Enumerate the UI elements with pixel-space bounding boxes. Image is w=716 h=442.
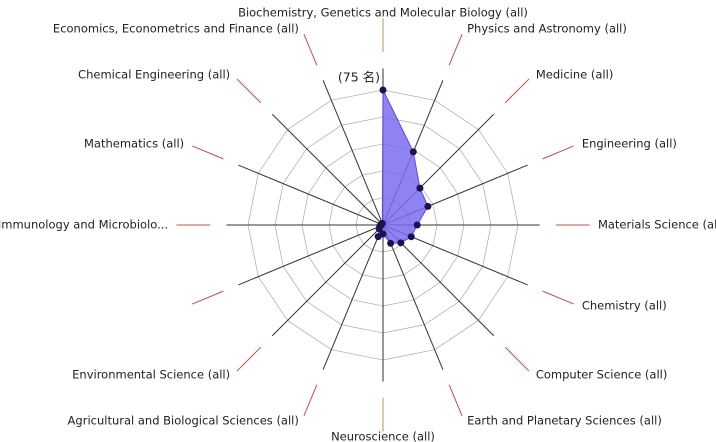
axis-label: Materials Science (all) xyxy=(598,218,716,232)
data-point xyxy=(413,221,421,229)
leader-line xyxy=(236,346,262,372)
leader-line xyxy=(236,78,262,104)
leader-line xyxy=(504,346,530,372)
data-point xyxy=(424,202,432,210)
leader-line xyxy=(303,33,318,66)
spoke xyxy=(271,113,384,226)
axis-label: Medicine (all) xyxy=(536,68,613,82)
data-point xyxy=(407,233,415,241)
axis-label: Economics, Econometrics and Finance (all… xyxy=(53,22,299,36)
axis-label: Chemical Engineering (all) xyxy=(78,68,230,82)
spoke xyxy=(238,164,384,226)
area xyxy=(377,89,429,244)
leader-line xyxy=(191,145,224,160)
axis-label: Biochemistry, Genetics and Molecular Bio… xyxy=(238,6,528,20)
axis-label: Engineering (all) xyxy=(582,136,677,150)
axis-label: Mathematics (all) xyxy=(84,136,184,150)
data-point xyxy=(378,219,386,227)
spoke xyxy=(382,224,444,370)
leader-line xyxy=(504,78,530,104)
leader-line xyxy=(303,384,318,417)
data-point xyxy=(387,239,395,247)
leader-line xyxy=(191,290,224,305)
r-tick-label: (75 名) xyxy=(338,70,380,85)
leader-line xyxy=(448,33,463,66)
axis-label: Agricultural and Biological Sciences (al… xyxy=(68,413,299,427)
axis-label: Computer Science (all) xyxy=(536,367,667,381)
axis-label: Earth and Planetary Sciences (all) xyxy=(467,413,662,427)
axis-label: Environmental Science (all) xyxy=(72,367,230,381)
axis-label: Physics and Astronomy (all) xyxy=(467,22,627,36)
spoke xyxy=(322,224,384,370)
leader-line xyxy=(542,290,575,305)
data-point xyxy=(379,86,387,94)
data-point xyxy=(409,148,417,156)
leader-line xyxy=(542,145,575,160)
spoke xyxy=(322,80,384,226)
axis-label: Immunology and Microbiolo... xyxy=(0,218,168,232)
data-point xyxy=(374,233,382,241)
data-point xyxy=(416,184,424,192)
spoke xyxy=(238,224,384,286)
axis-label: Neuroscience (all) xyxy=(331,429,435,442)
data-point xyxy=(397,239,405,247)
axis-label: Chemistry (all) xyxy=(582,299,667,313)
leader-line xyxy=(448,384,463,417)
spoke xyxy=(271,224,384,337)
